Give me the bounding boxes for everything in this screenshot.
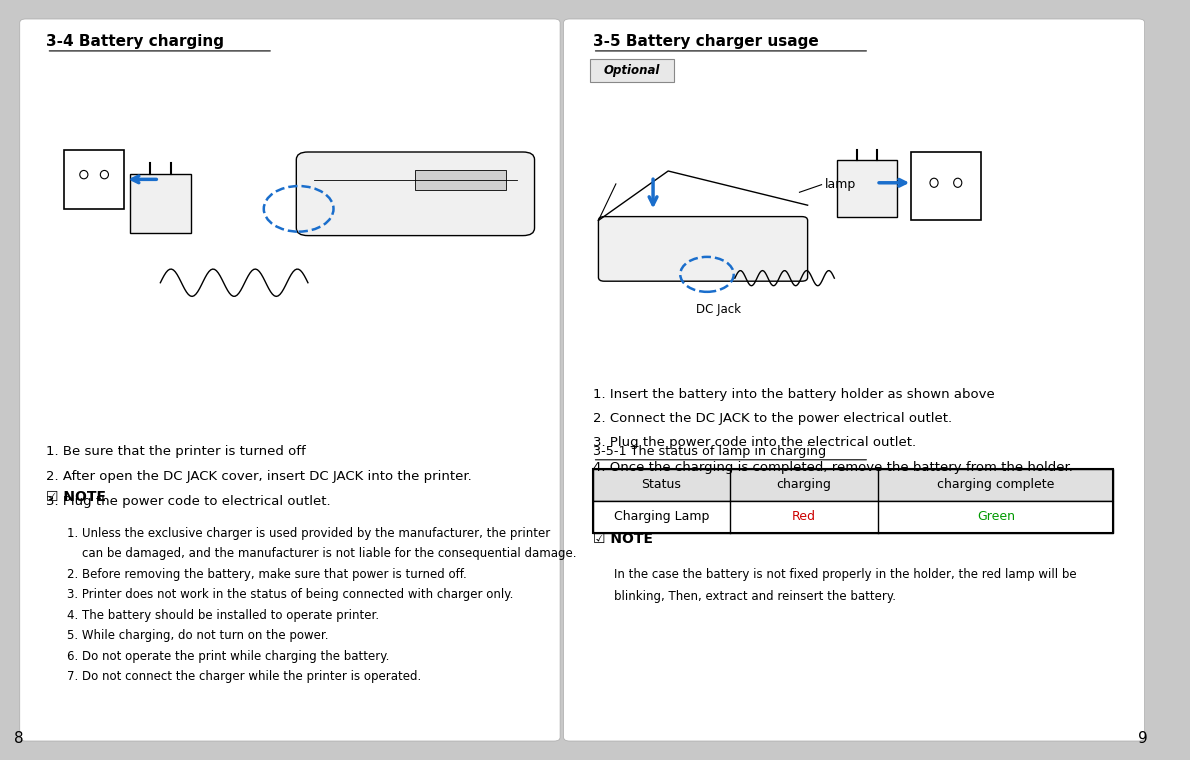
Text: Charging Lamp: Charging Lamp	[614, 510, 709, 524]
Text: 1. Insert the battery into the battery holder as shown above: 1. Insert the battery into the battery h…	[593, 388, 995, 401]
Text: Green: Green	[977, 510, 1015, 524]
Text: 2. Before removing the battery, make sure that power is turned off.: 2. Before removing the battery, make sur…	[68, 568, 468, 581]
Text: Optional: Optional	[605, 64, 660, 78]
Text: Red: Red	[793, 510, 816, 524]
Text: DC Jack: DC Jack	[696, 303, 741, 316]
Ellipse shape	[953, 179, 962, 188]
Text: 3-4 Battery charging: 3-4 Battery charging	[46, 34, 225, 49]
FancyBboxPatch shape	[20, 19, 560, 741]
Text: 3. Printer does not work in the status of being connected with charger only.: 3. Printer does not work in the status o…	[68, 588, 514, 601]
Text: 2. Connect the DC JACK to the power electrical outlet.: 2. Connect the DC JACK to the power elec…	[593, 412, 952, 425]
Text: 3-5-1 The status of lamp in charging: 3-5-1 The status of lamp in charging	[593, 445, 826, 458]
Bar	[593, 469, 1113, 501]
Text: 3. Plug the power code to electrical outlet.: 3. Plug the power code to electrical out…	[46, 495, 331, 508]
Text: charging complete: charging complete	[938, 478, 1054, 492]
Text: 3. Plug the power code into the electrical outlet.: 3. Plug the power code into the electric…	[593, 436, 916, 449]
Text: 4. Once the charging is completed, remove the battery from the holder.: 4. Once the charging is completed, remov…	[593, 461, 1072, 473]
FancyBboxPatch shape	[564, 19, 1145, 741]
Text: 3-5 Battery charger usage: 3-5 Battery charger usage	[593, 34, 819, 49]
Bar	[593, 469, 1113, 533]
FancyBboxPatch shape	[590, 59, 674, 82]
Text: lamp: lamp	[825, 178, 857, 192]
Text: 5. While charging, do not turn on the power.: 5. While charging, do not turn on the po…	[68, 629, 328, 642]
Text: blinking, Then, extract and reinsert the battery.: blinking, Then, extract and reinsert the…	[614, 590, 896, 603]
Text: 8: 8	[14, 731, 24, 746]
Bar	[64, 150, 124, 209]
Bar	[593, 501, 1113, 533]
Text: ☑ NOTE: ☑ NOTE	[593, 532, 652, 546]
Text: 4. The battery should be installed to operate printer.: 4. The battery should be installed to op…	[68, 609, 380, 622]
Ellipse shape	[80, 170, 88, 179]
Text: 7. Do not connect the charger while the printer is operated.: 7. Do not connect the charger while the …	[68, 670, 421, 683]
Ellipse shape	[100, 170, 108, 179]
Text: 1. Unless the exclusive charger is used provided by the manufacturer, the printe: 1. Unless the exclusive charger is used …	[68, 527, 551, 540]
Text: 2. After open the DC JACK cover, insert DC JACK into the printer.: 2. After open the DC JACK cover, insert …	[46, 470, 472, 483]
Bar	[415, 170, 506, 191]
FancyBboxPatch shape	[296, 152, 534, 236]
Text: charging: charging	[777, 478, 832, 492]
Ellipse shape	[929, 179, 938, 188]
Text: Status: Status	[641, 478, 681, 492]
Text: In the case the battery is not fixed properly in the holder, the red lamp will b: In the case the battery is not fixed pro…	[614, 568, 1076, 581]
FancyBboxPatch shape	[599, 217, 808, 281]
Text: ☑ NOTE: ☑ NOTE	[46, 490, 106, 504]
Text: 6. Do not operate the print while charging the battery.: 6. Do not operate the print while chargi…	[68, 650, 390, 663]
Text: 1. Be sure that the printer is turned off: 1. Be sure that the printer is turned of…	[46, 445, 306, 458]
Bar	[130, 174, 190, 233]
Bar	[837, 160, 897, 217]
Text: 9: 9	[1139, 731, 1148, 746]
Bar	[912, 152, 981, 220]
Text: can be damaged, and the manufacturer is not liable for the consequential damage.: can be damaged, and the manufacturer is …	[68, 547, 577, 560]
